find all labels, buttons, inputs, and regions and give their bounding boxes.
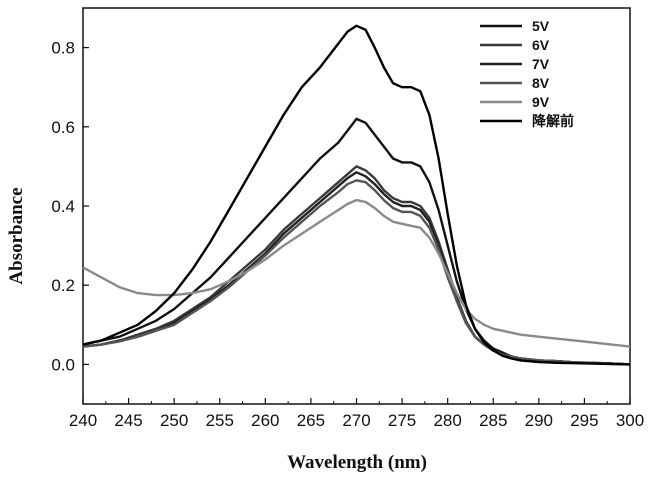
legend-label-1: 5V [532, 18, 550, 34]
legend-label-4: 8V [532, 75, 550, 91]
legend-label-5: 9V [532, 94, 550, 110]
legend: 5V 6V 7V 8V 9V 降解前 [480, 18, 574, 129]
x-tick-label: 255 [206, 411, 234, 430]
y-tick-label: 0.2 [51, 276, 75, 295]
series-line-2 [83, 166, 630, 364]
legend-label-3: 7V [532, 56, 550, 72]
y-tick-label: 0.8 [51, 39, 75, 58]
x-tick-label: 260 [251, 411, 279, 430]
ticks-layer: 240 245 250 255 260 265 270 275 280 285 290 295 300 0… [51, 39, 644, 430]
x-tick-label: 245 [114, 411, 142, 430]
y-axis-title: Absorbance [6, 187, 27, 284]
legend-label-2: 6V [532, 37, 550, 53]
x-tick-label: 265 [297, 411, 325, 430]
x-tick-label: 250 [160, 411, 188, 430]
x-tick-label: 285 [479, 411, 507, 430]
x-tick-label: 280 [433, 411, 461, 430]
x-tick-label: 240 [69, 411, 97, 430]
absorbance-chart: 240 245 250 255 260 265 270 275 280 285 290 295 300 0… [0, 0, 653, 480]
x-tick-label: 290 [525, 411, 553, 430]
x-tick-label: 270 [342, 411, 370, 430]
x-tick-label: 300 [616, 411, 644, 430]
x-tick-label: 295 [570, 411, 598, 430]
x-tick-label: 275 [388, 411, 416, 430]
y-tick-label: 0.0 [51, 355, 75, 374]
legend-label-6: 降解前 [532, 113, 574, 129]
y-tick-label: 0.4 [51, 197, 75, 216]
y-tick-label: 0.6 [51, 118, 75, 137]
x-axis-title: Wavelength (nm) [287, 452, 427, 473]
